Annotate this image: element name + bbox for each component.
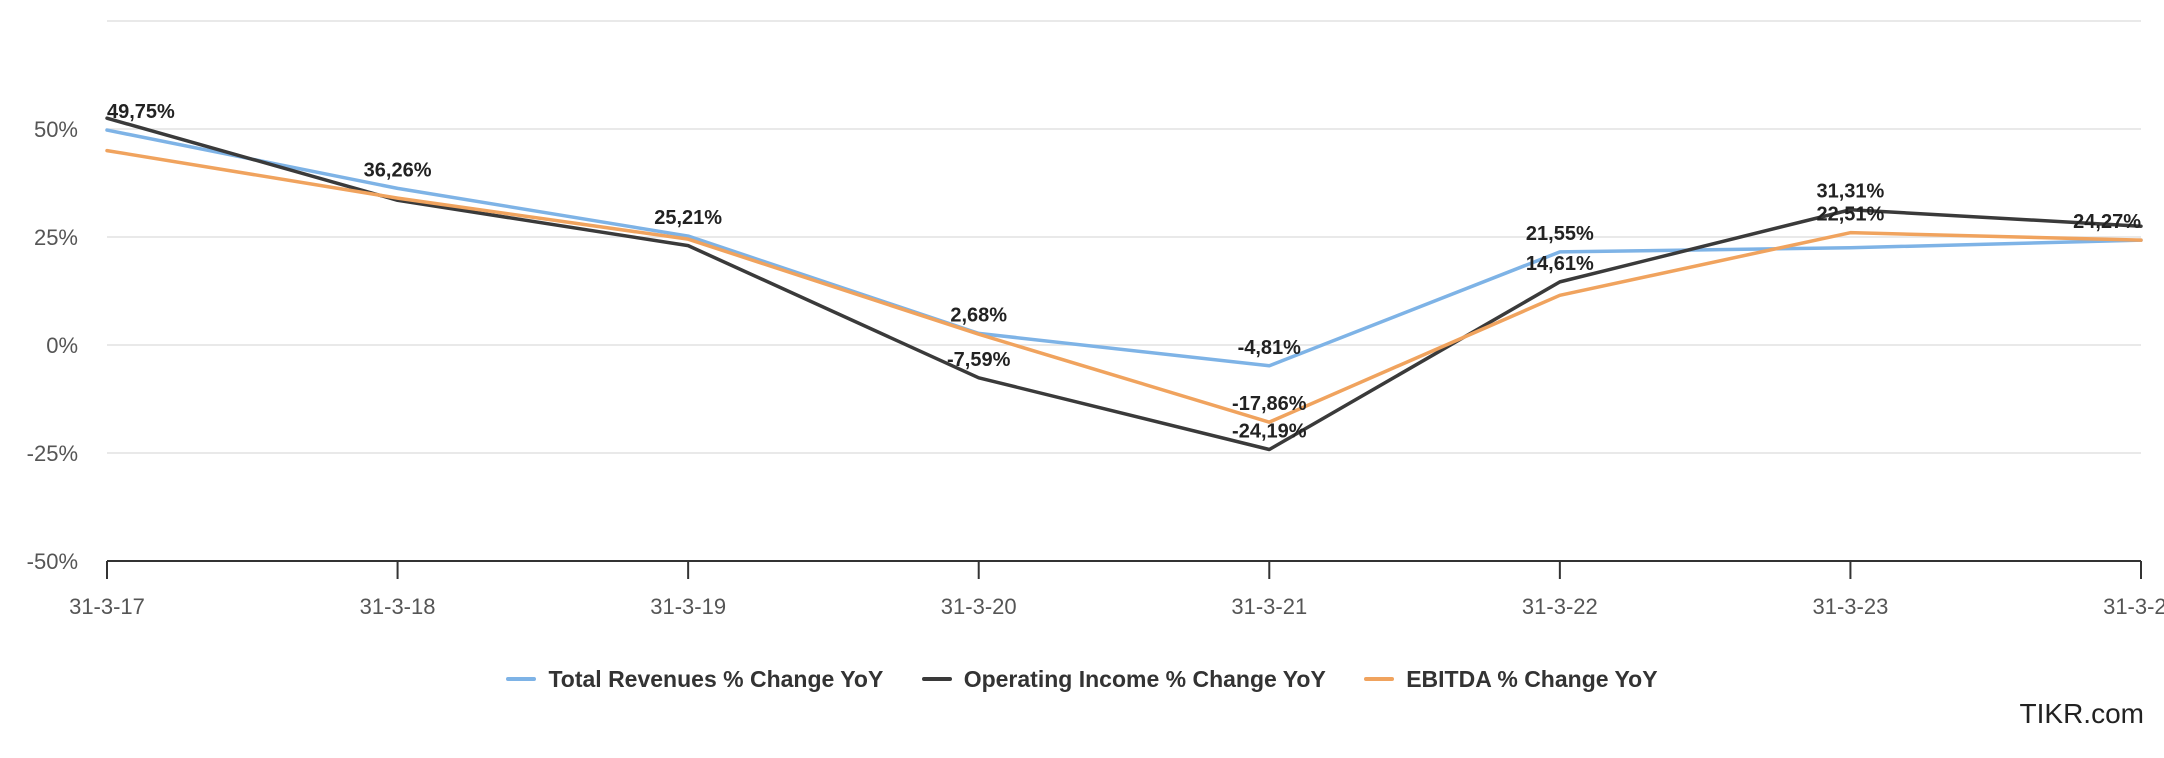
legend-item-total-revenues[interactable]: Total Revenues % Change YoY	[506, 666, 883, 693]
y-tick-label: 50%	[34, 117, 78, 142]
x-tick-label: 31-3-20	[941, 594, 1017, 619]
data-label: 2,68%	[950, 304, 1007, 326]
legend: Total Revenues % Change YoY Operating In…	[0, 660, 2164, 693]
data-label: 21,55%	[1526, 223, 1594, 245]
y-tick-label: 25%	[34, 225, 78, 250]
data-label: -7,59%	[947, 349, 1011, 371]
x-tick-label: 31-3-19	[650, 594, 726, 619]
legend-swatch	[1364, 677, 1395, 681]
x-tick-label: 31-3-17	[69, 594, 145, 619]
data-label: 22,51%	[1817, 204, 1885, 226]
x-tick-label: 31-3-24	[2103, 594, 2164, 619]
legend-label: Total Revenues % Change YoY	[548, 665, 884, 692]
x-tick-label: 31-3-21	[1231, 594, 1307, 619]
data-labels: 49,75% 36,26% 25,21% 2,68% -4,81% 21,55% -7,59…	[107, 101, 2141, 442]
y-tick-label: -50%	[27, 549, 78, 574]
legend-swatch	[921, 677, 952, 681]
x-tick-label: 31-3-18	[360, 594, 436, 619]
gridlines	[107, 20, 2141, 454]
legend-label: Operating Income % Change YoY	[963, 665, 1326, 692]
x-axis-tick-labels: 31-3-17 31-3-18 31-3-19 31-3-20 31-3-21 31-3-…	[69, 594, 2164, 619]
data-label: 24,27%	[2073, 211, 2141, 233]
legend-label: EBITDA % Change YoY	[1406, 665, 1658, 692]
legend-item-ebitda[interactable]: EBITDA % Change YoY	[1364, 665, 1658, 693]
x-tick-label: 31-3-23	[1813, 594, 1889, 619]
series-line-2[interactable]	[105, 148, 2143, 424]
y-axis-tick-labels: -50% -25% 0% 25% 50%	[27, 117, 78, 574]
x-tick-label: 31-3-22	[1522, 594, 1598, 619]
y-tick-label: 0%	[46, 333, 78, 358]
series-line-1[interactable]	[105, 116, 2143, 452]
x-axis	[106, 560, 2142, 579]
data-label: 25,21%	[654, 207, 722, 229]
series-line-0[interactable]	[105, 128, 2143, 368]
data-label: 31,31%	[1817, 181, 1885, 203]
data-label: -17,86%	[1232, 393, 1307, 415]
data-label: -24,19%	[1232, 421, 1307, 443]
brand-watermark[interactable]: TIKR.com	[2019, 698, 2144, 729]
legend-item-operating-income[interactable]: Operating Income % Change YoY	[921, 665, 1326, 693]
series-lines	[105, 116, 2143, 452]
data-label: 36,26%	[364, 159, 432, 181]
data-label: -4,81%	[1238, 337, 1302, 359]
y-tick-label: -25%	[27, 441, 78, 466]
line-chart: -50%-25%0%25%50% 31-3-17 31-3-18 31-3-19 31…	[27, 20, 2164, 619]
legend-swatch	[506, 677, 537, 681]
data-label: 14,61%	[1526, 253, 1594, 275]
data-label: 49,75%	[107, 101, 175, 123]
